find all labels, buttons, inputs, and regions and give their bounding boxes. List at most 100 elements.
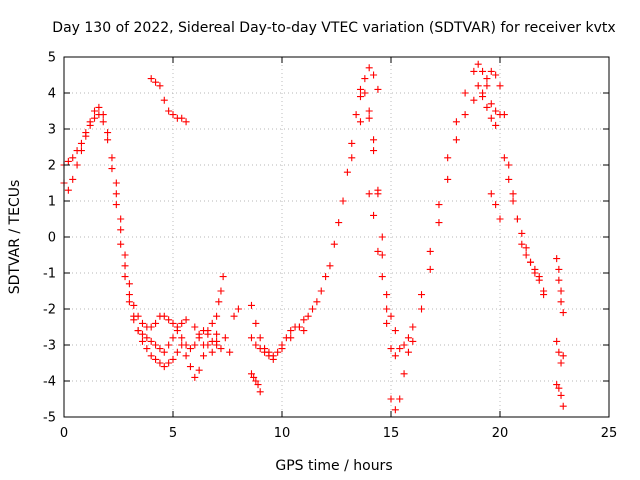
data-point: [217, 345, 225, 353]
data-point: [553, 381, 561, 389]
data-point: [64, 157, 72, 165]
data-point: [138, 330, 146, 338]
data-point: [391, 406, 399, 414]
data-point: [254, 381, 262, 389]
data-point: [156, 359, 164, 367]
data-point: [555, 384, 563, 392]
data-point: [261, 348, 269, 356]
data-point: [387, 312, 395, 320]
y-tick-label: -1: [43, 267, 56, 282]
data-point: [169, 355, 177, 363]
data-point: [522, 251, 530, 259]
data-point: [152, 355, 160, 363]
data-point: [487, 114, 495, 122]
data-point: [195, 330, 203, 338]
data-point: [208, 348, 216, 356]
data-point: [295, 323, 303, 331]
data-point: [339, 197, 347, 205]
data-point: [396, 345, 404, 353]
data-point: [252, 319, 260, 327]
data-point: [130, 316, 138, 324]
data-point: [322, 273, 330, 281]
data-point: [352, 111, 360, 119]
data-point: [527, 258, 535, 266]
data-point: [152, 341, 160, 349]
data-point: [555, 265, 563, 273]
data-point: [383, 319, 391, 327]
data-point: [200, 341, 208, 349]
data-point: [492, 121, 500, 129]
data-point: [250, 373, 258, 381]
data-point: [540, 287, 548, 295]
data-point: [117, 215, 125, 223]
data-point: [73, 161, 81, 169]
data-point: [326, 262, 334, 270]
data-point: [152, 78, 160, 86]
y-tick-label: 0: [48, 231, 56, 246]
data-point: [125, 280, 133, 288]
data-point: [470, 67, 478, 75]
y-tick-label: 1: [48, 195, 56, 210]
data-point: [256, 388, 264, 396]
data-point: [496, 215, 504, 223]
series-rise-2: [300, 82, 500, 414]
data-point: [452, 118, 460, 126]
data-point: [479, 89, 487, 97]
data-point: [269, 355, 277, 363]
data-point: [492, 107, 500, 115]
data-point: [152, 319, 160, 327]
data-point: [143, 334, 151, 342]
y-tick-label: 4: [48, 87, 56, 102]
data-point: [182, 118, 190, 126]
data-point: [374, 186, 382, 194]
data-point: [186, 345, 194, 353]
series-falls-20: [479, 67, 548, 299]
data-point: [91, 107, 99, 115]
data-point: [112, 179, 120, 187]
series-evening-a: [247, 301, 308, 360]
series-falls-20b: [487, 154, 548, 295]
data-point: [204, 327, 212, 335]
data-point: [500, 154, 508, 162]
data-point: [304, 312, 312, 320]
data-point: [505, 161, 513, 169]
data-point: [256, 334, 264, 342]
data-point: [169, 111, 177, 119]
data-point: [409, 337, 417, 345]
data-point: [108, 165, 116, 173]
data-point: [518, 240, 526, 248]
data-point: [147, 323, 155, 331]
data-point: [134, 327, 142, 335]
data-point: [509, 197, 517, 205]
data-point: [452, 136, 460, 144]
series-rise-1: [278, 60, 504, 360]
data-point: [234, 305, 242, 313]
data-point: [492, 201, 500, 209]
data-point: [356, 85, 364, 93]
data-point: [370, 136, 378, 144]
data-point: [483, 103, 491, 111]
data-point: [356, 93, 364, 101]
data-point: [219, 273, 227, 281]
data-point: [474, 82, 482, 90]
data-point: [309, 305, 317, 313]
data-point: [169, 319, 177, 327]
data-point: [265, 352, 273, 360]
data-point: [104, 136, 112, 144]
data-point: [370, 211, 378, 219]
data-point: [435, 219, 443, 227]
data-point: [95, 111, 103, 119]
data-point: [313, 298, 321, 306]
data-point: [553, 337, 561, 345]
data-point: [247, 334, 255, 342]
y-tick-label: 2: [48, 159, 56, 174]
data-point: [191, 341, 199, 349]
data-point: [387, 395, 395, 403]
data-point: [138, 337, 146, 345]
data-point: [330, 240, 338, 248]
data-point: [361, 75, 369, 83]
data-point: [208, 337, 216, 345]
data-point: [147, 337, 155, 345]
series-late-22: [553, 255, 567, 410]
data-point: [200, 352, 208, 360]
